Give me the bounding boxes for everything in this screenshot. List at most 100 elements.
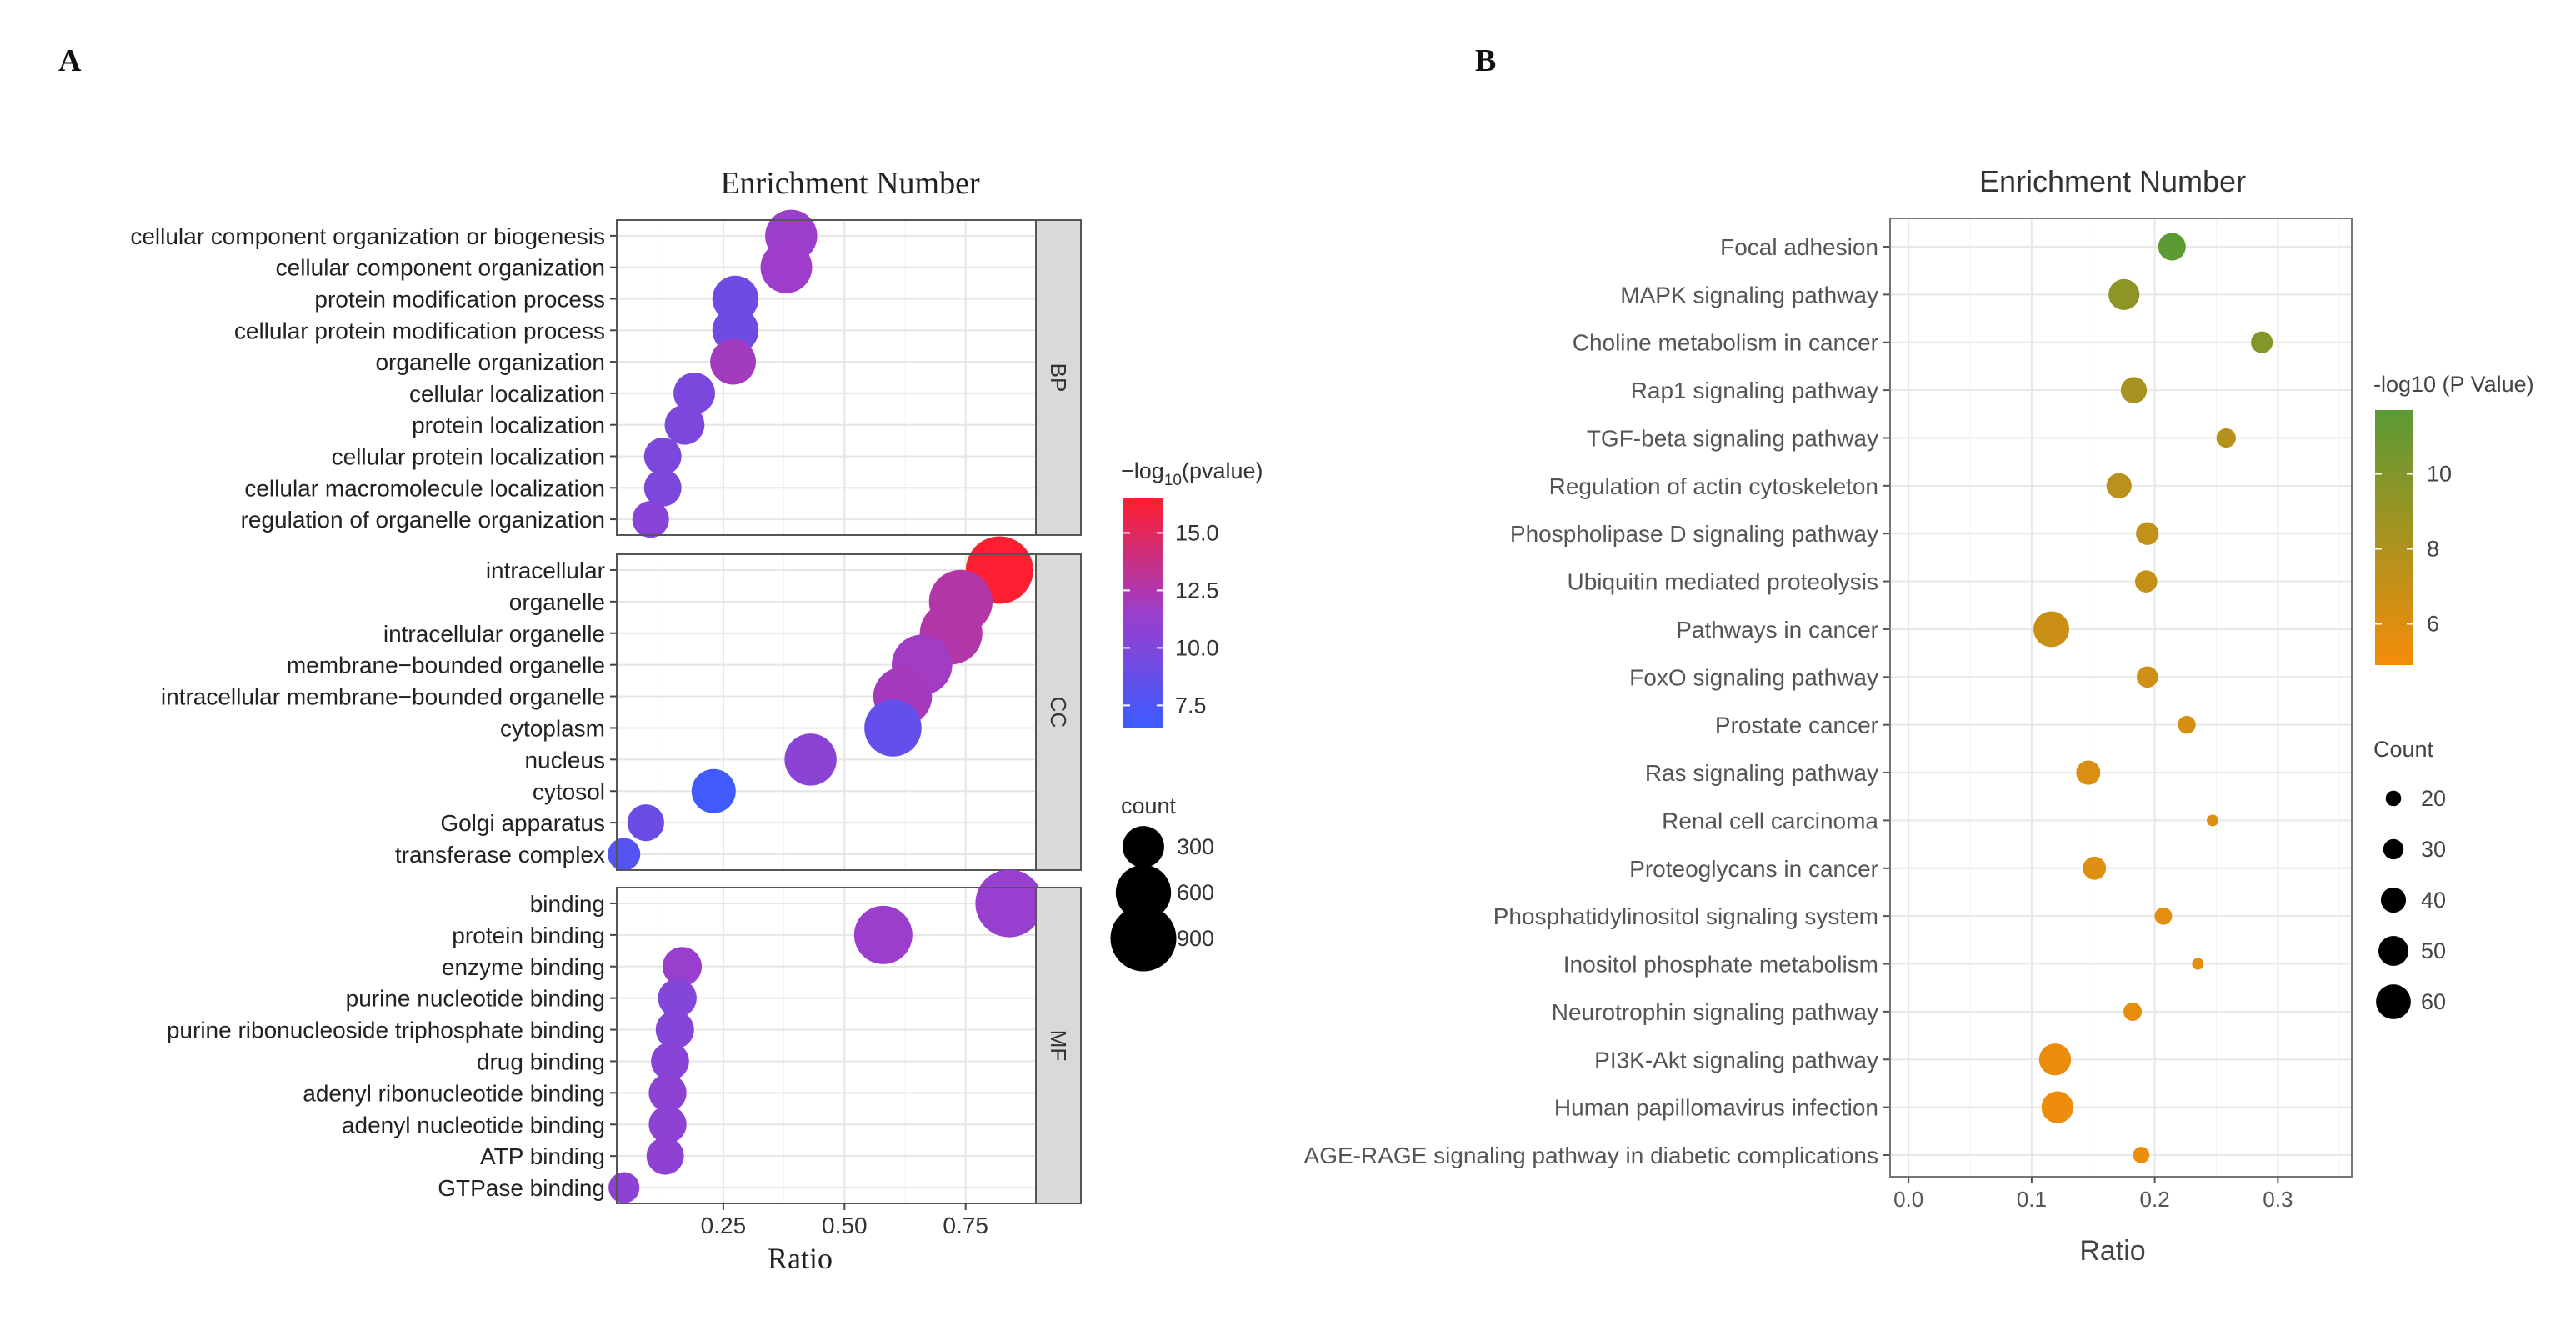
data-point [673,372,715,414]
data-point [664,404,705,445]
term-label: cellular protein modification process [234,318,605,343]
data-point [2038,1043,2072,1076]
term-label: GTPase binding [438,1175,605,1201]
term-label: cellular localization [409,381,605,407]
pathway-label: Regulation of actin cytoskeleton [1549,473,1878,499]
data-point [2083,856,2107,880]
data-point [2033,611,2070,648]
panel-label-a: A [58,43,82,78]
size-legend-label: 30 [2421,837,2446,862]
data-point [2106,473,2132,498]
data-point [2216,428,2236,448]
size-legend-dot [2380,887,2407,913]
size-legend-label: 20 [2421,786,2446,811]
colorbar-tick-label: 7.5 [1175,693,1207,718]
term-label: intracellular organelle [383,621,605,647]
facet-label: CC [1046,697,1071,728]
data-point [651,1042,689,1081]
data-point [608,1172,640,1203]
term-label: purine nucleotide binding [346,986,605,1012]
term-label: adenyl ribonucleotide binding [303,1080,605,1106]
color-legend-title-prefix: −log [1121,458,1164,483]
data-point [2192,958,2204,970]
term-label: enzyme binding [442,954,605,980]
data-point [2041,1091,2074,1123]
pathway-label: Renal cell carcinoma [1662,808,1878,833]
size-legend-dot [1115,864,1172,921]
data-point [2136,666,2158,688]
data-point [2120,377,2148,403]
colorbar-tick-label: 10 [2427,462,2452,487]
data-point [655,1010,694,1049]
x-tick-label: 0.3 [2263,1187,2293,1212]
data-point [632,501,669,538]
pathway-label: Ubiquitin mediated proteolysis [1567,569,1878,595]
colorbar-tick-label: 8 [2427,537,2439,562]
facet-strip [1035,887,1082,1204]
colorbar-tick-label: 10.0 [1175,635,1219,660]
term-label: intracellular [486,558,605,583]
colorbar-tick-label: 15.0 [1175,520,1219,545]
facet-strip [1035,219,1082,536]
pathway-label: Phospholipase D signaling pathway [1510,521,1878,547]
term-label: adenyl nucleotide binding [342,1112,605,1138]
size-legend-dot [1123,826,1164,868]
x-tick-label: 0.75 [943,1213,988,1238]
pathway-label: MAPK signaling pathway [1620,282,1878,308]
pathway-label: Ras signaling pathway [1645,760,1878,786]
plot-bg-b [1890,218,2352,1177]
x-tick-label: 0.1 [2017,1187,2047,1212]
data-point [2207,814,2219,827]
term-label: transferase complex [395,842,605,868]
term-label: protein localization [412,413,605,438]
x-tick-label: 0.25 [701,1213,747,1238]
x-tick-label: 0.2 [2140,1187,2170,1212]
chart-a: Enrichment Number Ratio −log10(pvalue) c… [130,166,1263,1275]
size-legend-label: 40 [2421,888,2446,913]
size-legend-label: 300 [1177,834,1214,859]
pathway-label: Focal adhesion [1720,234,1878,260]
chart-a-xlabel: Ratio [768,1242,833,1275]
term-label: organelle organization [375,349,605,375]
pathway-label: TGF-beta signaling pathway [1587,425,1878,451]
data-point [2108,278,2140,310]
size-legend-label: 900 [1177,926,1214,951]
term-label: cellular protein localization [332,444,605,470]
size-legend-label: 600 [1177,880,1214,905]
data-point [643,438,682,475]
x-tick-label: 0.0 [1893,1187,1923,1212]
data-point [2076,760,2101,785]
term-label: protein binding [452,923,605,948]
data-point [2178,715,2196,734]
pathway-label: Phosphatidylinositol signaling system [1493,903,1878,929]
data-point [864,699,922,757]
data-point [646,1137,684,1175]
pathway-label: Pathways in cancer [1676,617,1878,643]
term-label: cellular component organization or bioge… [130,223,605,249]
data-point [662,947,703,987]
chart-a-legend: −log10(pvalue) count [1121,458,1263,818]
size-legend-label: 50 [2421,938,2446,963]
pathway-label: FoxO signaling pathway [1629,664,1878,690]
color-legend-title-b: -log10 (P Value) [2373,372,2534,397]
pathway-label: Prostate cancer [1715,713,1878,738]
term-label: drug binding [477,1048,605,1074]
term-label: ATP binding [480,1143,605,1169]
term-label: intracellular membrane−bounded organelle [161,684,605,710]
colorbar-b [2375,410,2413,665]
term-label: organelle [509,589,605,615]
facet-strip [1035,553,1082,871]
term-label: protein modification process [314,287,605,313]
data-point [2251,331,2273,353]
size-legend-dot [2376,984,2411,1019]
term-label: regulation of organelle organization [241,507,605,533]
data-point [691,768,736,813]
size-legend-dot [2383,838,2404,860]
size-legend-label: 60 [2421,989,2446,1014]
panel-label-b: B [1475,43,1496,78]
pathway-label: Proteoglycans in cancer [1629,856,1878,882]
data-point [760,241,813,293]
data-point [2123,1002,2143,1021]
plot-border-b [1889,218,2353,1178]
